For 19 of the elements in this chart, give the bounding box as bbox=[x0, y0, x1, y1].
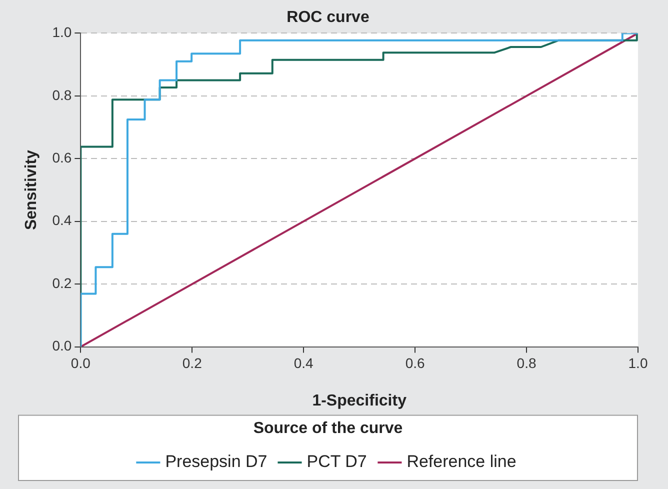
x-tick-label: 0.2 bbox=[182, 355, 202, 372]
legend-label: PCT D7 bbox=[306, 452, 367, 472]
y-axis-title: Sensitivity bbox=[23, 150, 40, 230]
y-tick-label: 0.4 bbox=[52, 212, 72, 228]
y-tick-label: 1.0 bbox=[52, 24, 72, 40]
chart-title: ROC curve bbox=[286, 9, 370, 26]
legend-label: Presepsin D7 bbox=[165, 452, 268, 472]
legend-title: Source of the curve bbox=[253, 420, 403, 438]
x-tick-label: 0.4 bbox=[294, 355, 314, 372]
y-tick-label: 0.6 bbox=[52, 150, 72, 166]
x-tick-label: 0.6 bbox=[405, 355, 426, 372]
x-tick-label: 1.0 bbox=[628, 355, 648, 372]
x-tick-label: 0.0 bbox=[70, 355, 91, 372]
y-tick-label: 0.0 bbox=[52, 338, 72, 354]
x-tick-label: 0.8 bbox=[516, 355, 536, 372]
legend-label: Reference line bbox=[406, 452, 516, 472]
y-tick-label: 0.2 bbox=[52, 274, 72, 291]
x-axis-title: 1-Specificity bbox=[312, 392, 407, 410]
y-tick-label: 0.8 bbox=[52, 86, 72, 103]
